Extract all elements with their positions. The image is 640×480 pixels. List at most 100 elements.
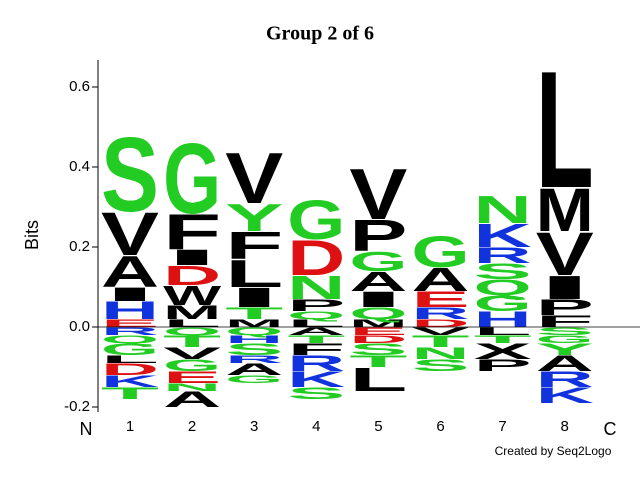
logo-letter: I xyxy=(163,245,221,270)
logo-letter: G xyxy=(101,340,159,359)
logo-letter: A xyxy=(412,261,470,298)
logo-letter: P xyxy=(474,356,532,375)
logo-letter: G xyxy=(412,227,470,276)
logo-letter: F xyxy=(287,340,345,359)
logo-letter: D xyxy=(412,317,470,329)
y-tick-label: 0.0 xyxy=(69,318,90,335)
n-terminus-label: N xyxy=(80,419,93,439)
logo-letter: N xyxy=(163,381,221,393)
logo-letter: S xyxy=(225,340,283,359)
logo-letter: A xyxy=(349,266,407,297)
logo-letter: N xyxy=(474,188,532,232)
logo-letter: A xyxy=(101,247,159,296)
logo-letter: Q xyxy=(474,275,532,300)
logo-letter: K xyxy=(536,383,594,408)
logo-letter: R xyxy=(287,351,345,376)
logo-letter: F xyxy=(163,203,221,259)
logo-letter: S xyxy=(536,325,594,337)
logo-letter: I xyxy=(536,269,594,306)
logo-letter: L xyxy=(101,353,159,365)
logo-letter: M xyxy=(163,302,221,324)
logo-letter: W xyxy=(163,280,222,311)
logo-letter: F xyxy=(536,312,594,331)
x-tick-label: 5 xyxy=(374,418,382,435)
logo-letter: E xyxy=(349,325,407,337)
logo-letter: G xyxy=(349,246,407,277)
logo-letter: S xyxy=(474,259,532,284)
logo-letter: L xyxy=(349,361,407,398)
logo-letter: K xyxy=(287,367,345,392)
logo-letter: P xyxy=(287,296,345,315)
logo-letter: I xyxy=(225,282,283,313)
logo-letter: V xyxy=(412,325,470,337)
x-tick-label: 2 xyxy=(188,418,196,435)
logo-letter: G xyxy=(536,333,594,345)
logo-letter: E xyxy=(101,317,159,329)
logo-letter: F xyxy=(225,224,283,268)
logo-letter: D xyxy=(349,333,407,345)
logo-letter: M xyxy=(349,317,407,329)
logo-letter: Q xyxy=(101,333,159,345)
logo-letter: G xyxy=(163,356,221,375)
logo-letter: Q xyxy=(349,304,407,323)
x-tick-label: 4 xyxy=(312,418,320,435)
x-tick-label: 3 xyxy=(250,418,258,435)
logo-letter: G xyxy=(287,190,345,252)
logo-letter: S xyxy=(349,340,407,359)
x-tick-label: 1 xyxy=(126,418,134,435)
y-tick-label: 0.6 xyxy=(69,78,90,95)
logo-letter: D xyxy=(163,260,221,291)
logo-letter: X xyxy=(474,339,532,364)
logo-letter: S xyxy=(101,116,159,234)
y-tick-label: 0.4 xyxy=(69,158,90,175)
c-terminus-label: C xyxy=(604,419,617,439)
logo-letter: M xyxy=(225,317,283,329)
logo-letter: E xyxy=(412,287,470,312)
logo-letter: T xyxy=(163,332,221,351)
logo-letter: R xyxy=(101,325,159,337)
x-tick-label: 7 xyxy=(498,418,506,435)
logo-letter: Q xyxy=(225,325,283,337)
logo-letter: D xyxy=(287,229,345,285)
x-tick-label: 6 xyxy=(436,418,444,435)
logo-letter: T xyxy=(474,333,532,345)
logo-letter: T xyxy=(225,304,283,323)
logo-letter: D xyxy=(101,360,159,379)
logo-letter: L xyxy=(163,317,221,329)
logo-letter: T xyxy=(287,333,345,345)
logo-letter: R xyxy=(474,243,532,268)
y-tick-label: -0.2 xyxy=(64,398,90,415)
logo-letter: R xyxy=(536,367,594,392)
logo-letter: V xyxy=(163,344,221,363)
logo-letter: G xyxy=(474,291,532,316)
logo-letter: V xyxy=(225,138,283,218)
logo-letter: H xyxy=(474,307,532,332)
logo-letter: K xyxy=(474,217,532,254)
logo-letter: L xyxy=(536,38,594,224)
logo-letter: S xyxy=(412,356,470,375)
logo-letter: K xyxy=(101,372,159,391)
logo-letter: I xyxy=(101,284,159,306)
logo-letter: N xyxy=(412,344,470,363)
logo-letter: G xyxy=(163,123,221,235)
logo-letter: P xyxy=(536,295,594,320)
logo-letter: T xyxy=(412,332,470,351)
logo-letter: R xyxy=(225,353,283,365)
logo-letter: V xyxy=(536,220,594,289)
logo-letter: Q xyxy=(163,325,221,337)
logo-letter: A xyxy=(536,351,594,376)
logo-letter: Y xyxy=(225,196,283,240)
logo-letter: V xyxy=(101,200,159,269)
logo-letter: A xyxy=(225,360,283,379)
logo-letter: P xyxy=(349,211,407,260)
logo-letter: A xyxy=(287,325,345,337)
logo-letter: T xyxy=(101,384,159,403)
logo-letter: Q xyxy=(287,309,345,321)
logo-letter: L xyxy=(225,252,283,296)
y-axis-label: Bits xyxy=(22,220,42,250)
logo-letter: E xyxy=(163,368,221,387)
logo-letter: H xyxy=(101,297,159,325)
logo-letter: T xyxy=(349,352,407,371)
logo-letter: M xyxy=(536,176,594,245)
